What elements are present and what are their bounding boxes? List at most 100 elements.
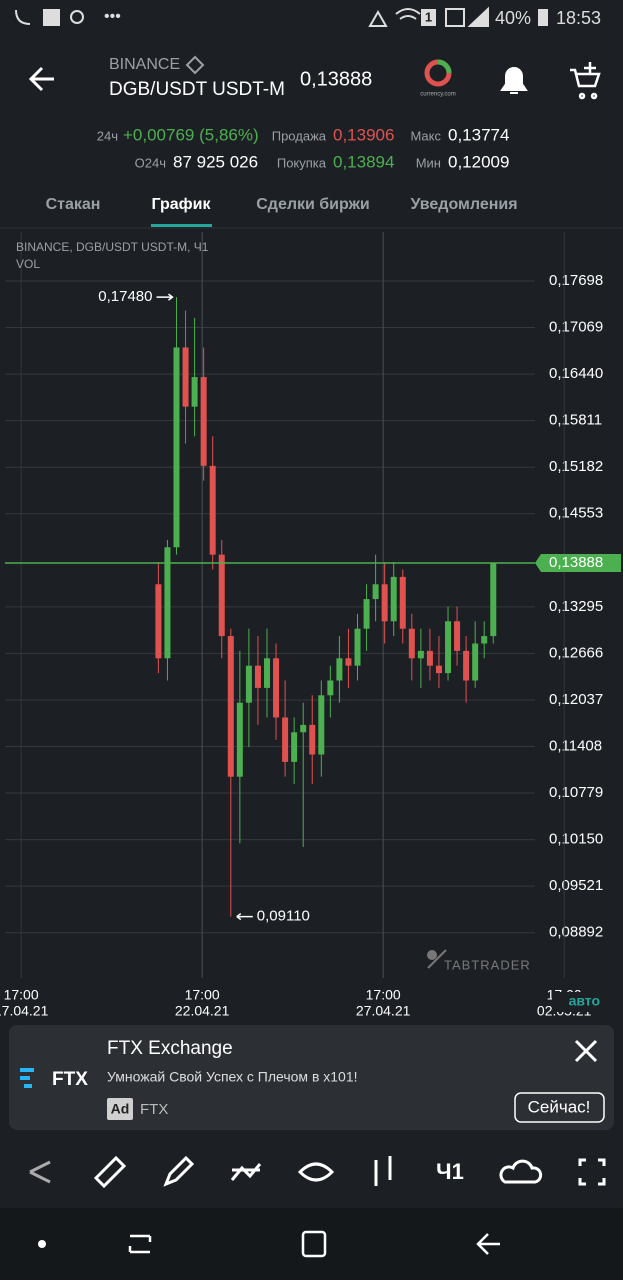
scale-mode[interactable]: авто [569, 993, 600, 1009]
candle-body [435, 665, 442, 674]
candle-body [363, 599, 370, 629]
header-price: 0,13888 [300, 68, 372, 90]
ftx-logo-mark [20, 1068, 34, 1088]
ad-advertiser: FTX [140, 1101, 168, 1118]
chart-title: BINANCE, DGB/USDT USDT-M, Ч1 [16, 240, 209, 254]
ad-button[interactable] [514, 1092, 605, 1123]
currency-logo-part [437, 59, 452, 74]
ftx-logo: FTX [52, 1069, 88, 1090]
stat-sell: 0,13906 [333, 125, 394, 144]
plot: 0,13888 0,17480 0,09110 [5, 288, 621, 925]
visibility-button[interactable] [297, 1162, 335, 1182]
alert-button[interactable] [500, 67, 528, 94]
candle-body [218, 554, 225, 637]
cloud-button[interactable] [499, 1159, 543, 1184]
share-button[interactable] [29, 1160, 51, 1184]
y-tick-label: 0,12666 [549, 644, 603, 661]
x-tick-label: 17:00 [366, 987, 401, 1003]
candle-body [318, 695, 325, 755]
more-icon: ••• [104, 8, 121, 25]
signal-icon [467, 6, 489, 27]
cart-button[interactable] [570, 62, 601, 100]
candle-body [481, 636, 488, 644]
watermark-icon [427, 950, 437, 960]
candle-body [291, 732, 298, 762]
phone-icon [15, 9, 31, 25]
y-tick-label: 0,09521 [549, 877, 603, 894]
stat-label: Мин [416, 155, 441, 170]
fullscreen-button[interactable] [578, 1158, 606, 1186]
last-price-label: 0,13888 [549, 554, 603, 571]
max-arrow [156, 293, 174, 301]
nav-back[interactable] [476, 1233, 500, 1255]
candle-button[interactable] [374, 1156, 392, 1186]
candle-body [345, 658, 352, 666]
min-label: 0,09110 [257, 908, 310, 925]
sim-badge [421, 9, 436, 26]
logo-caption: currency.com [420, 92, 456, 98]
candle-body [236, 702, 243, 777]
candle-body [245, 665, 252, 703]
back-button[interactable] [28, 66, 54, 92]
stat-change: +0,00769 (5,86%) [123, 125, 259, 144]
max-label: 0,17480 [98, 288, 152, 305]
tab[interactable]: Стакан [46, 196, 101, 213]
indicator-button[interactable] [230, 1163, 262, 1181]
y-tick-label: 0,15811 [549, 412, 602, 429]
tab[interactable]: Уведомления [410, 196, 517, 213]
y-tick-label: 0,11408 [549, 737, 602, 754]
ad-badge: Ad [111, 1101, 130, 1117]
candle-body [390, 576, 397, 622]
ad-close[interactable] [574, 1039, 598, 1063]
y-tick-label: 0,14553 [549, 505, 603, 522]
x-tick-label: 17:00 [4, 987, 39, 1003]
tab-active[interactable]: График [152, 196, 212, 213]
exchange-name: BINANCE [109, 56, 180, 73]
x-tick-label: 27.04.21 [356, 1003, 411, 1019]
stat-max: 0,13774 [448, 125, 509, 144]
status-bar: ••• [15, 6, 548, 27]
candle-body [372, 584, 379, 600]
candle-body [327, 680, 334, 696]
ad-button-label: Сейчас! [528, 1097, 591, 1116]
y-tick-label: 0,17069 [549, 319, 603, 336]
ruler-button[interactable] [93, 1155, 127, 1189]
nav-home[interactable] [301, 1230, 327, 1258]
nav-bar [0, 1208, 623, 1280]
battery-level: 40% [495, 8, 531, 28]
ad-badge-bg [107, 1098, 133, 1120]
toolbar [29, 1155, 606, 1189]
sim-number: 1 [425, 9, 432, 24]
ad-card[interactable] [9, 1025, 614, 1130]
battery-icon [538, 9, 548, 26]
candle-body [309, 724, 316, 755]
stat-label: Покупка [277, 155, 327, 170]
y-tick-label: 0,17698 [549, 272, 603, 289]
candle-body [164, 547, 171, 659]
signal-icon [445, 8, 465, 27]
y-tick-label: 0,12037 [549, 691, 603, 708]
wifi-icon [395, 8, 421, 20]
x-tick-label: 22.04.21 [175, 1003, 230, 1019]
grid: 0,17698 0,17069 0,16440 0,15811 0,15182 0,145… [5, 232, 603, 978]
draw-button[interactable] [163, 1155, 195, 1187]
y-tick-label: 0,08892 [549, 924, 603, 941]
facebook-icon [43, 9, 60, 26]
candle-body [227, 636, 234, 777]
candle-body [254, 665, 261, 688]
candle-body [354, 628, 361, 666]
tab-indicator [151, 224, 212, 227]
candle-body [273, 658, 280, 718]
y-tick-label: 0,10779 [549, 784, 603, 801]
y-tick-label: 0,15182 [549, 458, 603, 475]
nav-recent[interactable] [128, 1234, 152, 1254]
candle-body [209, 465, 216, 555]
watermark-icon [427, 949, 447, 969]
nav-dot[interactable] [38, 1240, 46, 1248]
pair-name: DGB/USDT USDT-M [109, 79, 285, 100]
tab[interactable]: Сделки биржи [256, 196, 370, 213]
stat-buy: 0,13894 [333, 152, 394, 171]
interval-button[interactable]: Ч1 [436, 1159, 464, 1184]
